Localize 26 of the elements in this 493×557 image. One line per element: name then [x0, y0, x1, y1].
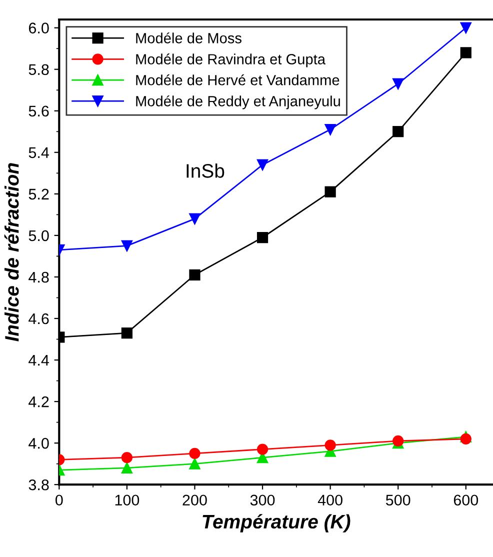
- x-tick-label: 500: [386, 494, 410, 506]
- y-axis-title: Indice de réfraction: [4, 163, 19, 342]
- y-tick-label: 5.2: [28, 188, 49, 200]
- y-tick-label: 5.6: [28, 106, 49, 117]
- y-tick-label: 4.0: [28, 438, 49, 449]
- x-tick-label: 300: [250, 494, 275, 506]
- y-tick-label: 4.2: [28, 396, 49, 408]
- x-tick-label: 0: [56, 494, 63, 506]
- annotation: InSb: [186, 164, 224, 178]
- legend-label: Modéle de Moss: [136, 32, 242, 44]
- y-tick-label: 5.4: [28, 147, 49, 158]
- x-axis-title: Température (K): [202, 514, 350, 532]
- legend-label: Modéle de Hervé et Vandamme: [136, 74, 340, 86]
- y-tick-label: 5.0: [28, 230, 49, 242]
- legend-label: Modéle de Reddy et Anjaneyulu: [136, 95, 340, 110]
- x-tick-label: 100: [115, 494, 140, 506]
- x-tick-label: 600: [454, 494, 478, 506]
- y-tick-label: 5.8: [28, 64, 49, 76]
- x-tick-label: 200: [182, 494, 207, 506]
- y-tick-label: 4.8: [28, 272, 49, 283]
- legend-label: Modéle de Ravindra et Gupta: [136, 54, 326, 68]
- y-tick-label: 4.4: [28, 355, 49, 366]
- y-tick-label: 4.6: [28, 313, 49, 324]
- x-tick-label: 400: [318, 494, 342, 506]
- y-tick-label: 6.0: [28, 22, 49, 34]
- y-tick-label: 3.8: [28, 479, 49, 490]
